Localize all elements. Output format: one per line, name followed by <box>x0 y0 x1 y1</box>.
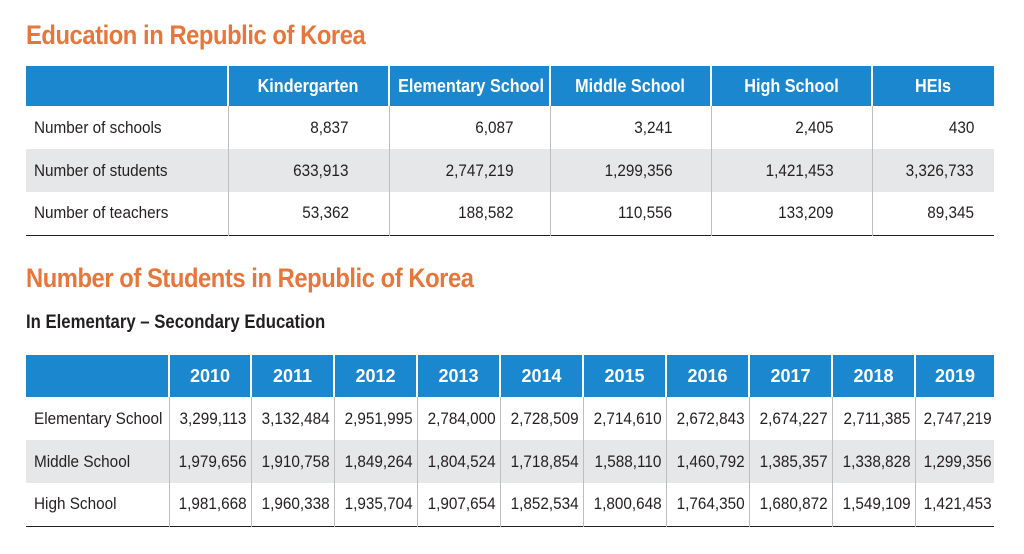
table-cell: 1,935,704 <box>334 483 418 526</box>
table-cell: 1,549,109 <box>832 483 916 526</box>
students-table: 2010 2011 2012 2013 2014 2015 2016 2017 … <box>26 355 994 527</box>
header-year: 2018 <box>832 355 916 397</box>
table-cell: 1,588,110 <box>583 440 667 483</box>
table-cell: 1,421,453 <box>711 149 873 192</box>
table-cell: 2,405 <box>711 106 873 149</box>
students-table-title: Number of Students in Republic of Korea <box>26 263 474 293</box>
table-cell: 2,674,227 <box>749 397 833 440</box>
table-cell: 3,241 <box>550 106 712 149</box>
header-year: 2019 <box>915 355 994 397</box>
table-cell: 3,299,113 <box>169 397 252 440</box>
table-cell: 1,907,654 <box>417 483 501 526</box>
header-blank <box>26 66 229 106</box>
table-cell: 1,299,356 <box>915 440 994 483</box>
table-row: Number of students 633,913 2,747,219 1,2… <box>26 149 994 192</box>
table-cell: 2,784,000 <box>417 397 501 440</box>
education-table: Kindergarten Elementary School Middle Sc… <box>26 66 994 236</box>
table-cell: 1,764,350 <box>666 483 750 526</box>
table-cell: 1,421,453 <box>923 494 992 514</box>
table-cell: 2,951,995 <box>334 397 418 440</box>
table-row: Number of schools 8,837 6,087 3,241 2,40… <box>26 106 994 149</box>
students-table-header: 2010 2011 2012 2013 2014 2015 2016 2017 … <box>26 355 994 397</box>
row-label: Number of teachers <box>26 192 229 235</box>
table-cell: 1,804,524 <box>417 440 501 483</box>
table-cell: 8,837 <box>228 106 390 149</box>
table-cell: 2,711,385 <box>832 397 916 440</box>
table-cell: 2,728,509 <box>500 397 584 440</box>
row-label: Middle School <box>26 440 170 483</box>
header-blank <box>26 355 170 397</box>
education-table-header: Kindergarten Elementary School Middle Sc… <box>26 66 994 106</box>
header-middle-school: Middle School <box>550 66 712 106</box>
education-table-title: Education in Republic of Korea <box>26 20 366 50</box>
table-cell: 3,132,484 <box>251 397 335 440</box>
table-cell: 1,800,648 <box>583 483 667 526</box>
table-cell: 430 <box>948 117 974 137</box>
table-row: Number of teachers 53,362 188,582 110,55… <box>26 192 994 235</box>
header-elementary-school: Elementary School <box>389 66 551 106</box>
header-year: 2010 <box>169 355 252 397</box>
table-cell: 1,680,872 <box>749 483 833 526</box>
table-cell: 1,460,792 <box>666 440 750 483</box>
table-cell: 2,714,610 <box>583 397 667 440</box>
row-label: Number of schools <box>26 106 229 149</box>
table-cell: 1,981,668 <box>169 483 252 526</box>
table-row: Middle School 1,979,656 1,910,758 1,849,… <box>26 440 994 483</box>
table-cell: 3,326,733 <box>872 149 994 192</box>
table-cell: 133,209 <box>711 192 873 235</box>
table-cell: 1,718,854 <box>500 440 584 483</box>
table-cell: 2,747,219 <box>923 408 992 428</box>
table-cell: 1,385,357 <box>749 440 833 483</box>
table-row: Elementary School 3,299,113 3,132,484 2,… <box>26 397 994 440</box>
table-row: High School 1,981,668 1,960,338 1,935,70… <box>26 483 994 526</box>
table-cell: 1,852,534 <box>500 483 584 526</box>
header-year: 2011 <box>251 355 335 397</box>
table-cell: 1,960,338 <box>251 483 335 526</box>
table-cell: 188,582 <box>389 192 551 235</box>
header-year: 2014 <box>500 355 584 397</box>
table-cell: 1,979,656 <box>169 440 252 483</box>
header-high-school: High School <box>711 66 873 106</box>
table-cell: 633,913 <box>228 149 390 192</box>
table-cell: 1,910,758 <box>251 440 335 483</box>
header-kindergarten: Kindergarten <box>228 66 390 106</box>
header-year: 2015 <box>583 355 667 397</box>
header-heis: HEIs <box>872 66 994 106</box>
table-cell: 110,556 <box>550 192 712 235</box>
table-cell: 6,087 <box>389 106 551 149</box>
table-cell: 53,362 <box>228 192 390 235</box>
header-year: 2012 <box>334 355 418 397</box>
header-year: 2017 <box>749 355 833 397</box>
header-year: 2013 <box>417 355 501 397</box>
row-label: High School <box>26 483 170 526</box>
row-label: Elementary School <box>26 397 170 440</box>
students-table-subtitle: In Elementary – Secondary Education <box>26 312 326 333</box>
table-cell: 2,672,843 <box>666 397 750 440</box>
header-year: 2016 <box>666 355 750 397</box>
table-cell: 1,299,356 <box>550 149 712 192</box>
table-cell: 1,338,828 <box>832 440 916 483</box>
table-cell: 89,345 <box>927 203 974 223</box>
table-cell: 1,849,264 <box>334 440 418 483</box>
row-label: Number of students <box>26 149 229 192</box>
table-cell: 2,747,219 <box>389 149 551 192</box>
